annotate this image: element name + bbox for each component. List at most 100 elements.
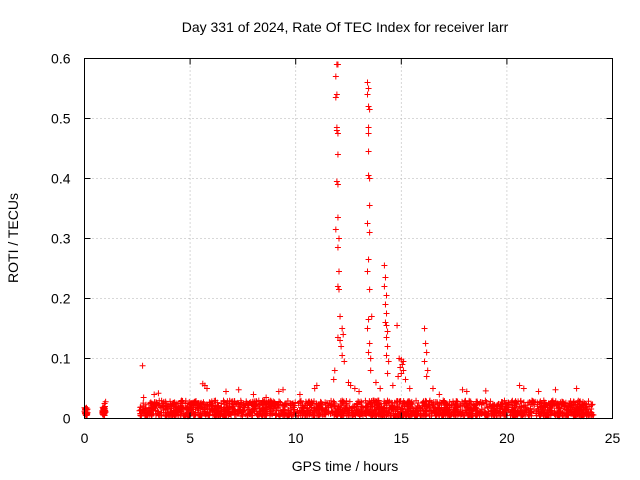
data-point-55 — [365, 316, 372, 323]
band-point-2-1747 — [399, 400, 406, 407]
band-point-2-1851 — [307, 410, 314, 417]
band-point-2-1829 — [297, 404, 304, 411]
band-point-2-1537 — [296, 407, 303, 414]
y-tick-label-0: 0 — [63, 411, 71, 427]
band-point-2-1856 — [342, 408, 349, 415]
data-point-86 — [421, 325, 428, 332]
band-point-2-1753 — [466, 405, 473, 412]
band-point-2-1776 — [385, 409, 392, 416]
band-point-2-1839 — [489, 403, 496, 410]
data-point-22 — [334, 214, 341, 221]
band-point-2-1859 — [397, 406, 404, 413]
band-point-2-1724 — [504, 403, 511, 410]
band-point-2-1013 — [167, 398, 174, 405]
band-point-2-1822 — [266, 412, 273, 419]
data-point-90 — [424, 367, 431, 374]
band-point-2-1215 — [343, 397, 350, 404]
band-point-2-1813 — [391, 412, 398, 419]
band-point-2-1897 — [331, 412, 338, 419]
data-point-13 — [332, 73, 339, 80]
data-point-106 — [482, 387, 489, 394]
band-point-2-1682 — [417, 411, 424, 418]
band-point-2-1577 — [277, 399, 284, 406]
band-point-2-1844 — [244, 400, 251, 407]
band-point-2-1268 — [276, 398, 283, 405]
data-point-10 — [139, 362, 146, 369]
band-point-2-1903 — [554, 412, 561, 419]
data-point-21 — [334, 181, 341, 188]
band-point-2-1452 — [566, 400, 573, 407]
data-point-45 — [365, 130, 372, 137]
band-point-2-1462 — [148, 400, 155, 407]
band-point-2-1487 — [579, 411, 586, 418]
band-point-2-1912 — [191, 410, 198, 417]
band-point-2-1761 — [233, 400, 240, 407]
band-point-2-1703 — [352, 412, 359, 419]
y-tick-label-0.6: 0.6 — [51, 51, 71, 67]
band-point-2-1751 — [363, 403, 370, 410]
y-tick-label-0.3: 0.3 — [51, 231, 71, 247]
band-point-2-1426 — [343, 403, 350, 410]
band-point-2-1875 — [437, 410, 444, 417]
band-point-2-1701 — [192, 399, 199, 406]
data-point-56 — [364, 325, 371, 332]
band-point-2-992 — [482, 397, 489, 404]
band-point-2-1757 — [221, 404, 228, 411]
band-point-2-1449 — [147, 399, 154, 406]
data-point-97 — [356, 388, 363, 395]
band-point-2-1728 — [452, 407, 459, 414]
band-point-2-1855 — [160, 402, 167, 409]
data-point-20 — [333, 178, 340, 185]
data-point-89 — [421, 358, 428, 365]
data-point-36 — [340, 331, 347, 338]
x-axis-label: GPS time / hours — [292, 458, 399, 474]
band-point-2-1352 — [142, 412, 149, 419]
data-point-125 — [140, 394, 147, 401]
band-point-2-1590 — [137, 404, 144, 411]
band-point-2-1896 — [148, 412, 155, 419]
band-point-2-1402 — [322, 402, 329, 409]
data-point-40 — [365, 85, 372, 92]
band-point-2-1583 — [329, 408, 336, 415]
y-tick-label-0.2: 0.2 — [51, 291, 71, 307]
band-point-2-1824 — [567, 409, 574, 416]
band-point-2-1801 — [154, 408, 161, 415]
band-point-2-1836 — [502, 406, 509, 413]
band-point-2-1028 — [440, 397, 447, 404]
band-point-2-1867 — [239, 407, 246, 414]
data-point-23 — [332, 226, 339, 233]
band-point-2-1481 — [256, 401, 263, 408]
data-point-120 — [151, 391, 158, 398]
band-point-2-1794 — [227, 411, 234, 418]
band-point-2-1838 — [307, 401, 314, 408]
band-point-2-1848 — [472, 411, 479, 418]
band-point-2-1775 — [509, 408, 516, 415]
band-point-2-1874 — [167, 403, 174, 410]
band-point-2-1889 — [586, 411, 593, 418]
band-point-2-1811 — [272, 403, 279, 410]
band-point-2-1244 — [537, 398, 544, 405]
data-point-121 — [155, 390, 162, 397]
band-point-2-1854 — [170, 408, 177, 415]
x-tick-label-20: 20 — [499, 430, 515, 446]
band-point-2-1689 — [171, 411, 178, 418]
data-point-98 — [372, 379, 379, 386]
band-point-2-1783 — [569, 408, 576, 415]
band-point-2-1798 — [387, 405, 394, 412]
band-point-2-1850 — [198, 401, 205, 408]
band-point-2-1817 — [286, 410, 293, 417]
band-point-2-1633 — [380, 404, 387, 411]
data-point-71 — [383, 334, 390, 341]
data-point-122 — [178, 397, 185, 404]
data-point-84 — [402, 376, 409, 383]
x-tick-label-5: 5 — [186, 430, 194, 446]
data-point-93 — [313, 382, 320, 389]
band-point-2-1679 — [270, 402, 277, 409]
data-point-124 — [263, 394, 270, 401]
band-point-2-1752 — [453, 406, 460, 413]
band-point-2-1818 — [303, 405, 310, 412]
band-point-2-1860 — [363, 412, 370, 419]
band-point-2-1832 — [433, 411, 440, 418]
axis-ticks — [84, 58, 613, 419]
band-point-2-988 — [398, 405, 405, 412]
